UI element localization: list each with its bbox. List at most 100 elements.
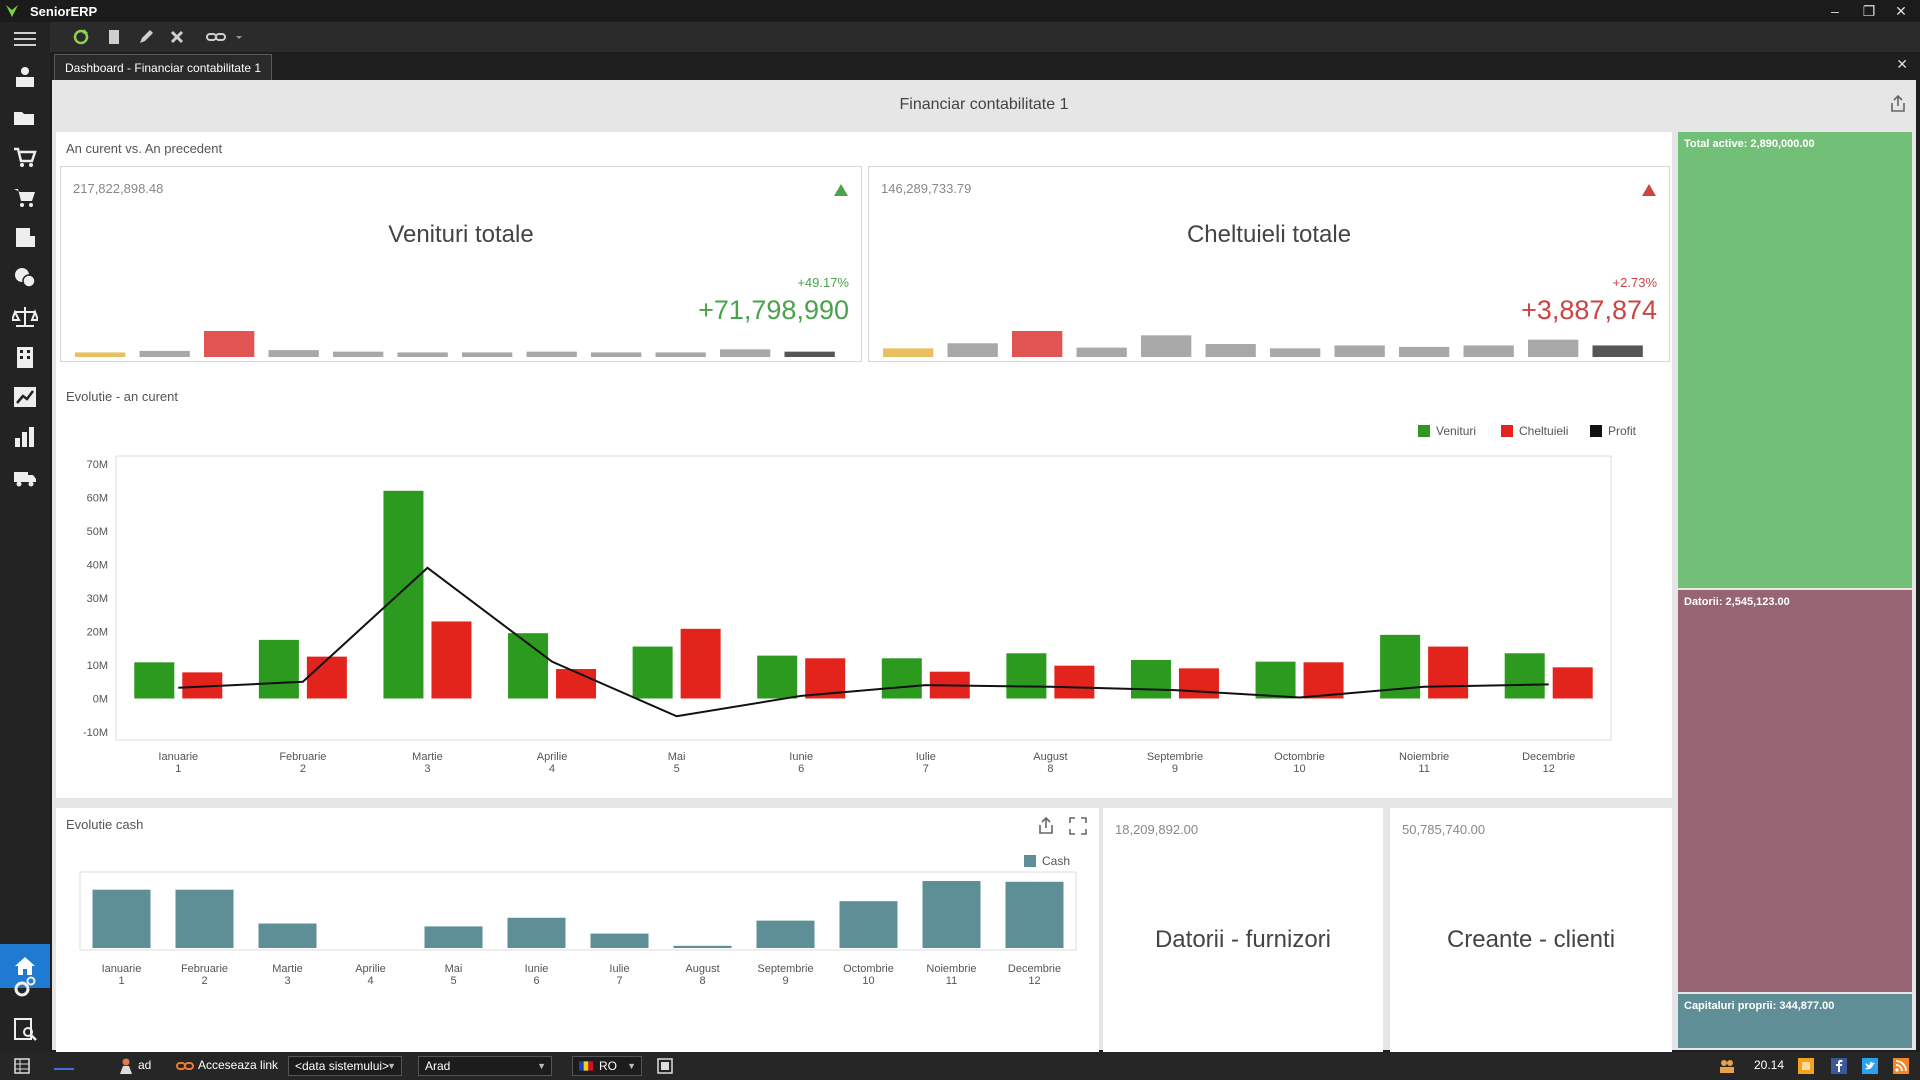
sparkline-bar	[1141, 335, 1192, 357]
x-tick-label: Ianuarie	[158, 751, 198, 763]
clipboard-icon[interactable]	[12, 224, 38, 250]
x-tick-label: Noiembrie	[1399, 751, 1449, 763]
cheltuieli-bar	[306, 656, 347, 699]
rss-icon[interactable]	[1893, 1058, 1909, 1074]
x-tick-number: 12	[1543, 763, 1555, 775]
treemap-datorii[interactable]: Datorii: 2,545,123.00	[1678, 590, 1912, 992]
tab-dashboard[interactable]: Dashboard - Financiar contabilitate 1	[54, 54, 273, 80]
treemap-total-active[interactable]: Total active: 2,890,000.00	[1678, 132, 1912, 588]
x-tick-label: Februarie	[279, 751, 326, 763]
legend-swatch	[1590, 425, 1602, 437]
cash-bar	[507, 917, 566, 948]
x-tick-label: Martie	[412, 751, 443, 763]
facebook-icon[interactable]	[1831, 1058, 1847, 1074]
cash-bar	[92, 889, 151, 948]
coins-icon[interactable]	[12, 264, 38, 290]
plot-area-frame	[79, 871, 1077, 951]
evolution-panel: Evolutie - an curent Venituri Cheltuieli…	[56, 380, 1672, 798]
x-tick-label: Decembrie	[1008, 963, 1061, 975]
access-link-button[interactable]: Acceseaza link	[198, 1058, 279, 1072]
expenses-sparkline	[883, 331, 1643, 357]
y-tick-label: 30M	[87, 593, 108, 605]
minimize-button[interactable]: –	[1831, 3, 1839, 19]
twitter-icon[interactable]	[1862, 1058, 1878, 1074]
venituri-bar	[383, 490, 424, 699]
link-icon[interactable]	[205, 28, 227, 46]
venituri-bar	[1006, 653, 1047, 699]
revenue-card-title: Venituri totale	[388, 221, 534, 248]
home-button[interactable]	[0, 944, 50, 988]
x-tick-label: Februarie	[181, 963, 228, 975]
search-list-icon[interactable]	[12, 1016, 38, 1042]
x-tick-number: 6	[533, 975, 539, 987]
expenses-card: 146,289,733.79 Cheltuieli totale +2.73% …	[868, 166, 1670, 362]
language-select[interactable]: RO ▼	[572, 1056, 642, 1076]
revenue-card: 217,822,898.48 Venituri totale +49.17% +…	[60, 166, 862, 362]
y-tick-label: 70M	[87, 459, 108, 471]
y-tick-label: 20M	[87, 627, 108, 639]
building-icon[interactable]	[12, 344, 38, 370]
truck-icon[interactable]	[12, 464, 38, 490]
revenue-delta: +71,798,990	[698, 295, 849, 325]
refresh-icon[interactable]	[72, 28, 90, 46]
treemap-capitaluri-proprii[interactable]: Capitaluri proprii: 344,877.00	[1678, 994, 1912, 1048]
cash-bar	[590, 933, 649, 948]
home-icon	[15, 957, 35, 975]
x-tick-number: 9	[782, 975, 788, 987]
restore-button[interactable]: ❐	[1862, 3, 1876, 19]
cash-bar	[673, 945, 732, 948]
plot-area-frame	[115, 455, 1612, 741]
location-select[interactable]: Arad ▼	[418, 1056, 552, 1076]
window-icon[interactable]	[657, 1058, 673, 1074]
date-select[interactable]: <data sistemului> ▼	[288, 1056, 402, 1076]
trend-chart-icon[interactable]	[12, 384, 38, 410]
x-tick-number: 8	[1047, 763, 1053, 775]
x-tick-label: Septembrie	[1147, 751, 1203, 763]
sparkline-bar	[204, 331, 255, 357]
x-tick-number: 9	[1172, 763, 1178, 775]
close-window-button[interactable]: ✕	[1895, 3, 1907, 19]
balance-scale-icon[interactable]	[12, 304, 38, 330]
dashboard-content: Financiar contabilitate 1 An curent vs. …	[52, 80, 1916, 1052]
x-tick-label: August	[1033, 751, 1067, 763]
venituri-bar	[1504, 653, 1545, 699]
delete-icon[interactable]	[168, 28, 186, 46]
cash-bar	[258, 923, 317, 948]
x-tick-number: 2	[300, 763, 306, 775]
link-dropdown-icon[interactable]	[234, 28, 244, 46]
grid-menu-icon[interactable]	[14, 1058, 30, 1074]
x-tick-number: 3	[284, 975, 290, 987]
sparkline-bar	[1270, 348, 1321, 357]
cash-bar	[839, 901, 898, 948]
venituri-bar	[258, 639, 299, 699]
bar-chart-icon[interactable]	[12, 424, 38, 450]
export-icon[interactable]	[1036, 816, 1056, 836]
open-folder-icon[interactable]	[12, 104, 38, 130]
new-document-icon[interactable]	[105, 28, 123, 46]
x-tick-number: 5	[450, 975, 456, 987]
chevron-down-icon: ▼	[627, 1061, 636, 1071]
toolbar	[0, 22, 1920, 52]
cart-add-icon[interactable]	[12, 144, 38, 170]
settings-gears-icon[interactable]	[12, 974, 38, 1000]
sparkline-bar	[268, 350, 319, 357]
user-name[interactable]: ad	[138, 1058, 152, 1072]
legend-swatch	[1418, 425, 1430, 437]
close-tab-icon[interactable]: ✕	[1896, 56, 1908, 72]
y-tick-label: 60M	[87, 493, 108, 505]
fullscreen-icon[interactable]	[1068, 816, 1088, 836]
app-tile-icon[interactable]	[1798, 1058, 1814, 1074]
user-workstation-icon[interactable]	[12, 64, 38, 90]
export-icon[interactable]	[1888, 94, 1908, 114]
shopping-cart-icon[interactable]	[12, 184, 38, 210]
edit-icon[interactable]	[137, 28, 155, 46]
signal-icon	[54, 1068, 74, 1070]
x-tick-label: Mai	[445, 963, 463, 975]
x-tick-label: Mai	[668, 751, 686, 763]
x-tick-number: 11	[946, 975, 957, 987]
x-tick-label: Iunie	[789, 751, 813, 763]
cheltuieli-bar	[556, 669, 597, 699]
legend-swatch	[1024, 855, 1036, 867]
x-tick-number: 11	[1418, 763, 1429, 775]
hamburger-menu-icon[interactable]	[12, 26, 38, 52]
